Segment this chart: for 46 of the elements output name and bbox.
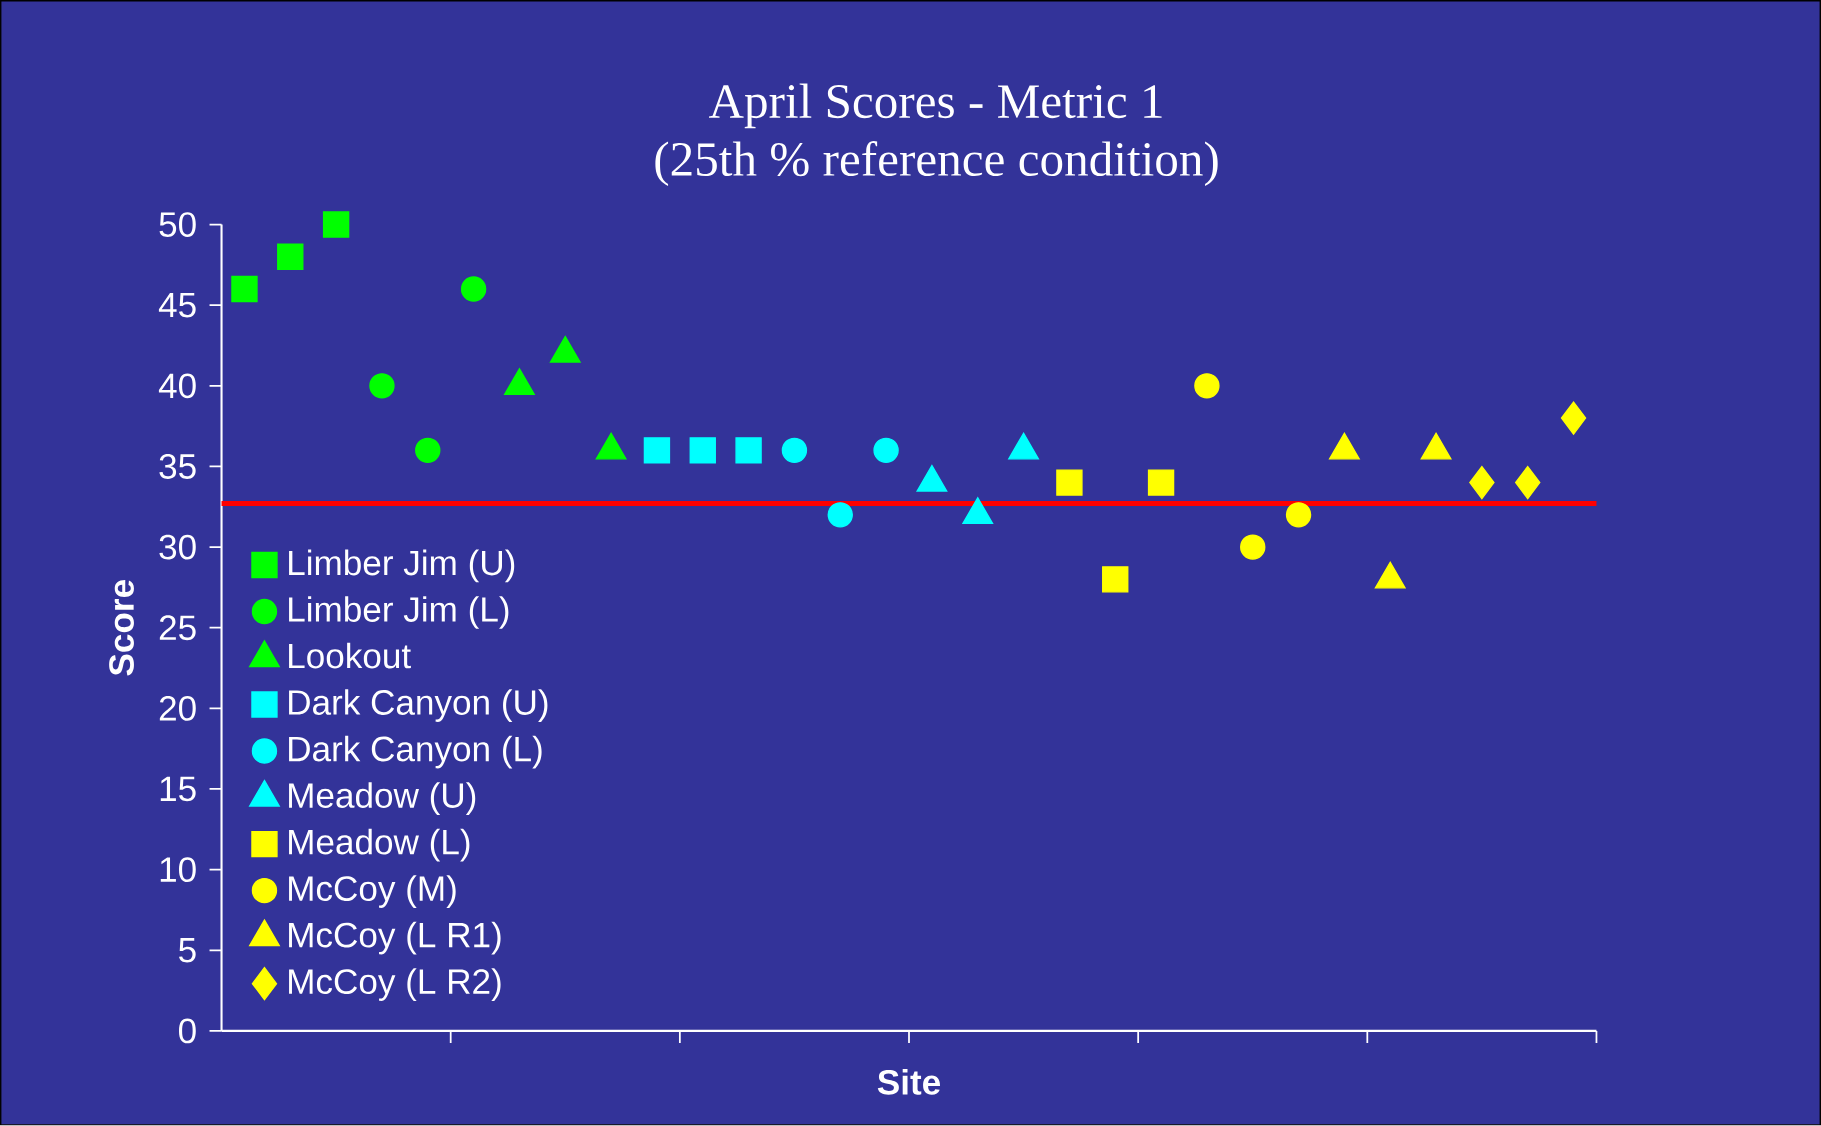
- legend-label: McCoy (L R2): [289, 968, 501, 1002]
- point: [1285, 502, 1312, 528]
- y-tick-label: 50: [159, 212, 196, 238]
- point: [1469, 466, 1495, 500]
- point: [1056, 469, 1083, 496]
- point: [369, 373, 395, 399]
- legend-label: Dark Canyon (L): [289, 735, 542, 769]
- point: [322, 211, 350, 238]
- point: [827, 502, 853, 528]
- y-tick-label: 0: [178, 1018, 196, 1044]
- point: [415, 437, 441, 464]
- y-tick-label: 45: [158, 293, 196, 318]
- point: [643, 437, 671, 464]
- y-tick-label: 25: [159, 615, 196, 641]
- y-tick-label: 40: [158, 373, 196, 399]
- y-tick-label: 30: [159, 534, 196, 560]
- point: [873, 437, 899, 464]
- point: [1560, 401, 1587, 435]
- chart-subtitle: (25th % reference condition): [655, 141, 1218, 187]
- legend-label: Meadow (L): [289, 828, 470, 862]
- legend-label: McCoy (L R1): [289, 921, 501, 955]
- legend-label: Limber Jim (L): [289, 596, 509, 630]
- point: [1240, 534, 1266, 561]
- y-axis-title: Score: [109, 580, 134, 676]
- point: [1194, 373, 1220, 399]
- legend-label: Meadow (U): [289, 782, 476, 816]
- point: [689, 437, 716, 464]
- x-axis-title: Site: [877, 1069, 941, 1095]
- point: [1515, 466, 1541, 500]
- y-tick-label: 35: [159, 454, 196, 480]
- y-tick-label: 15: [160, 776, 196, 802]
- legend-label: Limber Jim (U): [289, 549, 515, 583]
- point: [460, 276, 487, 302]
- point: [781, 437, 808, 464]
- point: [735, 437, 762, 464]
- legend-label: Lookout: [289, 642, 411, 669]
- chart-title: April Scores - Metric 1: [708, 83, 1162, 129]
- legend-label: McCoy (M): [289, 875, 456, 909]
- y-tick-label: 5: [179, 938, 196, 963]
- point: [277, 243, 304, 271]
- y-tick-label: 20: [159, 696, 196, 722]
- y-tick-label: 10: [160, 857, 196, 883]
- point: [231, 276, 258, 303]
- point: [1147, 469, 1175, 496]
- point: [1102, 566, 1129, 593]
- legend-label: Dark Canyon (U): [289, 689, 548, 723]
